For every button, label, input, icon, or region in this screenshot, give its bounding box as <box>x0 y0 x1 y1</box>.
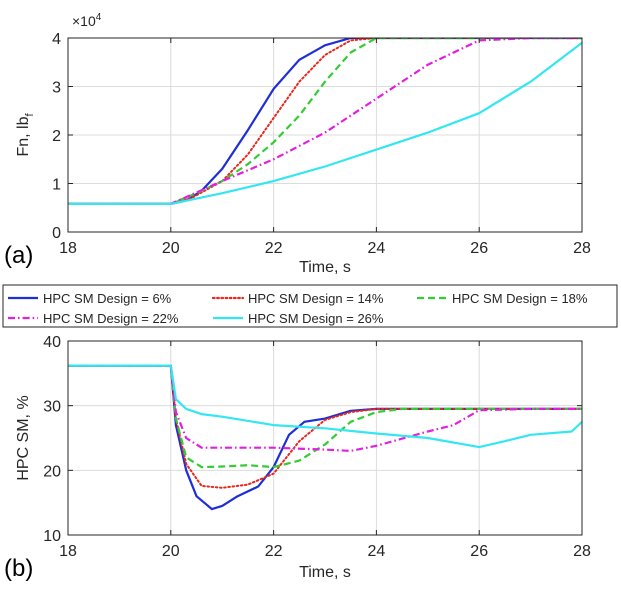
legend-label-1: HPC SM Design = 14% <box>248 291 384 306</box>
x-tick-label: 26 <box>470 543 488 560</box>
grid-b <box>68 341 582 535</box>
y-tick-label: 1 <box>52 177 61 194</box>
legend-label-0: HPC SM Design = 6% <box>43 291 172 306</box>
y-tick-label: 2 <box>52 128 61 145</box>
series-b <box>68 364 582 511</box>
y-tick-label: 0 <box>52 225 61 242</box>
series-line-b-0 <box>68 364 582 511</box>
panel-a: 18 20 22 24 26 28 0 1 2 3 4 ×104 Time, s Fn, lbf <box>15 12 591 276</box>
ticks-a: 18 20 22 24 26 28 0 1 2 3 4 <box>52 31 591 257</box>
panel-b: 18 20 22 24 26 28 10 20 30 40 Time, s HPC SM, % <box>15 334 591 581</box>
x-tick-label: 18 <box>59 543 77 560</box>
y-tick-label: 3 <box>52 80 61 97</box>
x-tick-label: 26 <box>470 240 488 257</box>
exponent-label-a: ×104 <box>72 12 102 29</box>
y-tick-label: 10 <box>43 528 61 545</box>
legend-label-4: HPC SM Design = 26% <box>248 311 384 326</box>
x-tick-label: 20 <box>162 240 180 257</box>
y-tick-label: 30 <box>43 399 61 416</box>
x-tick-label: 22 <box>265 240 283 257</box>
y-tick-label: 40 <box>43 334 61 351</box>
legend-box <box>2 284 618 328</box>
legend-label-2: HPC SM Design = 18% <box>452 291 588 306</box>
series-line-a-3 <box>68 38 582 205</box>
plot-area-b <box>68 341 582 535</box>
series-line-b-4 <box>68 364 582 449</box>
series-line-b-3 <box>68 364 582 452</box>
x-tick-label: 24 <box>368 240 386 257</box>
y-axis-label-b: HPC SM, % <box>15 395 32 480</box>
x-tick-label: 22 <box>265 543 283 560</box>
grid-a <box>68 38 582 232</box>
exponent-power-a: 4 <box>96 12 102 23</box>
series-a <box>68 38 582 205</box>
axes-box-b <box>67 340 583 536</box>
x-tick-label: 20 <box>162 543 180 560</box>
series-line-a-4 <box>68 41 582 205</box>
series-line-b-2 <box>68 364 582 469</box>
x-tick-label: 24 <box>368 543 386 560</box>
y-axis-label-sub-a: f <box>24 113 36 117</box>
x-tick-label: 28 <box>573 240 591 257</box>
x-tick-label: 28 <box>573 543 591 560</box>
ticks-b: 18 20 22 24 26 28 10 20 30 40 <box>43 334 591 560</box>
panel-label-b: (b) <box>4 555 34 582</box>
panel-label-a: (a) <box>4 242 34 269</box>
x-axis-label-a: Time, s <box>299 259 351 276</box>
legend-label-3: HPC SM Design = 22% <box>43 311 179 326</box>
y-axis-label-a: Fn, lbf <box>15 113 36 157</box>
x-axis-label-b: Time, s <box>299 564 351 581</box>
y-tick-label: 20 <box>43 463 61 480</box>
legend: HPC SM Design = 6% HPC SM Design = 14% HPC… <box>2 284 618 328</box>
x-tick-label: 18 <box>59 240 77 257</box>
y-tick-label: 4 <box>52 31 61 48</box>
